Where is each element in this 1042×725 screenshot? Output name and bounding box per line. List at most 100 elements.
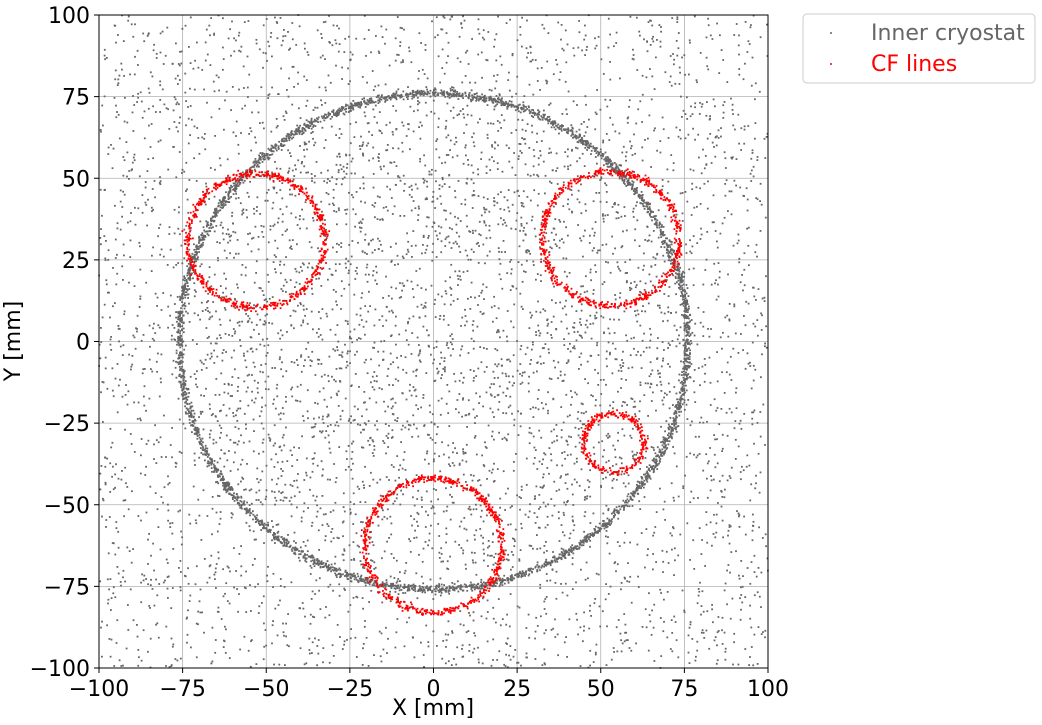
inner-cryostat-point [730,156,733,159]
inner-cryostat-point [753,594,756,597]
inner-cryostat-point [280,368,282,371]
inner-cryostat-point [198,251,200,253]
inner-cryostat-point [444,127,447,130]
inner-cryostat-point [100,327,102,329]
inner-cryostat-point [524,129,527,132]
inner-cryostat-point [174,303,176,305]
inner-cryostat-point [159,139,162,142]
inner-cryostat-point [418,207,420,210]
inner-cryostat-point [567,165,569,168]
inner-cryostat-point [244,104,246,107]
inner-cryostat-point [338,583,341,586]
inner-cryostat-point [171,645,174,648]
inner-cryostat-point [521,119,524,121]
inner-cryostat-point [578,356,581,358]
inner-cryostat-point [346,166,348,169]
inner-cryostat-point [208,198,210,200]
inner-cryostat-point [751,152,754,154]
inner-cryostat-point [395,165,398,167]
inner-cryostat-point [416,368,418,371]
inner-cryostat-point [528,544,531,547]
inner-cryostat-point [419,121,422,124]
inner-cryostat-point [229,28,231,31]
inner-cryostat-point [656,347,659,350]
inner-cryostat-point [335,42,338,45]
inner-cryostat-point [559,370,562,373]
inner-cryostat-point [583,515,586,518]
inner-cryostat-point [171,373,174,376]
inner-cryostat-point [459,251,462,253]
inner-cryostat-point [119,200,122,203]
inner-cryostat-point [726,603,728,606]
inner-cryostat-point [271,207,274,210]
inner-cryostat-point [324,616,327,619]
inner-cryostat-point [264,629,267,631]
inner-cryostat-point [396,455,399,457]
inner-cryostat-point [308,262,310,265]
inner-cryostat-point [215,74,218,77]
inner-cryostat-point [396,420,398,422]
inner-cryostat-point [119,345,122,348]
inner-cryostat-point [232,131,235,134]
inner-cryostat-point [103,95,106,98]
inner-cryostat-point [759,471,762,474]
inner-cryostat-point [746,352,749,355]
inner-cryostat-point [687,651,690,654]
inner-cryostat-point [697,133,700,136]
inner-cryostat-point [372,544,375,547]
inner-cryostat-point [315,265,318,267]
inner-cryostat-point [335,300,337,303]
inner-cryostat-point [188,179,191,181]
inner-cryostat-point [754,137,756,140]
inner-cryostat-point [147,439,150,442]
inner-cryostat-point [436,372,439,375]
inner-cryostat-point [255,42,258,45]
inner-cryostat-point [163,103,166,106]
inner-cryostat-point [541,347,544,350]
inner-cryostat-point [599,200,602,203]
inner-cryostat-point [757,288,760,290]
inner-cryostat-point [259,343,262,346]
inner-cryostat-point [701,365,704,368]
inner-cryostat-point [131,161,134,164]
inner-cryostat-point [753,442,755,445]
inner-cryostat-point [281,460,284,463]
inner-cryostat-point [469,308,472,310]
inner-cryostat-point [657,337,659,339]
inner-cryostat-point [470,178,473,181]
inner-cryostat-point [596,174,599,177]
inner-cryostat-point [287,31,289,33]
inner-cryostat-point [641,159,644,162]
inner-cryostat-point [729,355,732,358]
inner-cryostat-point [627,474,630,477]
inner-cryostat-point [264,363,267,365]
inner-cryostat-point [649,68,651,70]
inner-cryostat-point [669,55,672,57]
inner-cryostat-point [341,356,344,358]
inner-cryostat-point [167,483,170,486]
inner-cryostat-point [249,348,252,350]
inner-cryostat-point [540,402,543,404]
inner-cryostat-point [271,490,273,493]
inner-cryostat-point [159,377,162,380]
inner-cryostat-point [590,394,593,397]
inner-cryostat-point [765,346,768,349]
inner-cryostat-point [420,303,423,306]
inner-cryostat-point [578,368,580,370]
inner-cryostat-point [530,348,533,351]
inner-cryostat-point [526,19,528,22]
inner-cryostat-point [441,178,444,181]
inner-cryostat-point [337,424,340,427]
inner-cryostat-point [682,487,685,489]
inner-cryostat-point [503,663,506,666]
inner-cryostat-point [740,586,742,589]
inner-cryostat-point [285,496,288,499]
inner-cryostat-point [268,45,271,48]
inner-cryostat-point [668,407,671,410]
inner-cryostat-point [271,171,273,174]
inner-cryostat-point [493,438,495,441]
inner-cryostat-point [646,240,649,242]
inner-cryostat-point [178,206,180,209]
inner-cryostat-point [155,439,158,441]
inner-cryostat-point [210,355,213,358]
